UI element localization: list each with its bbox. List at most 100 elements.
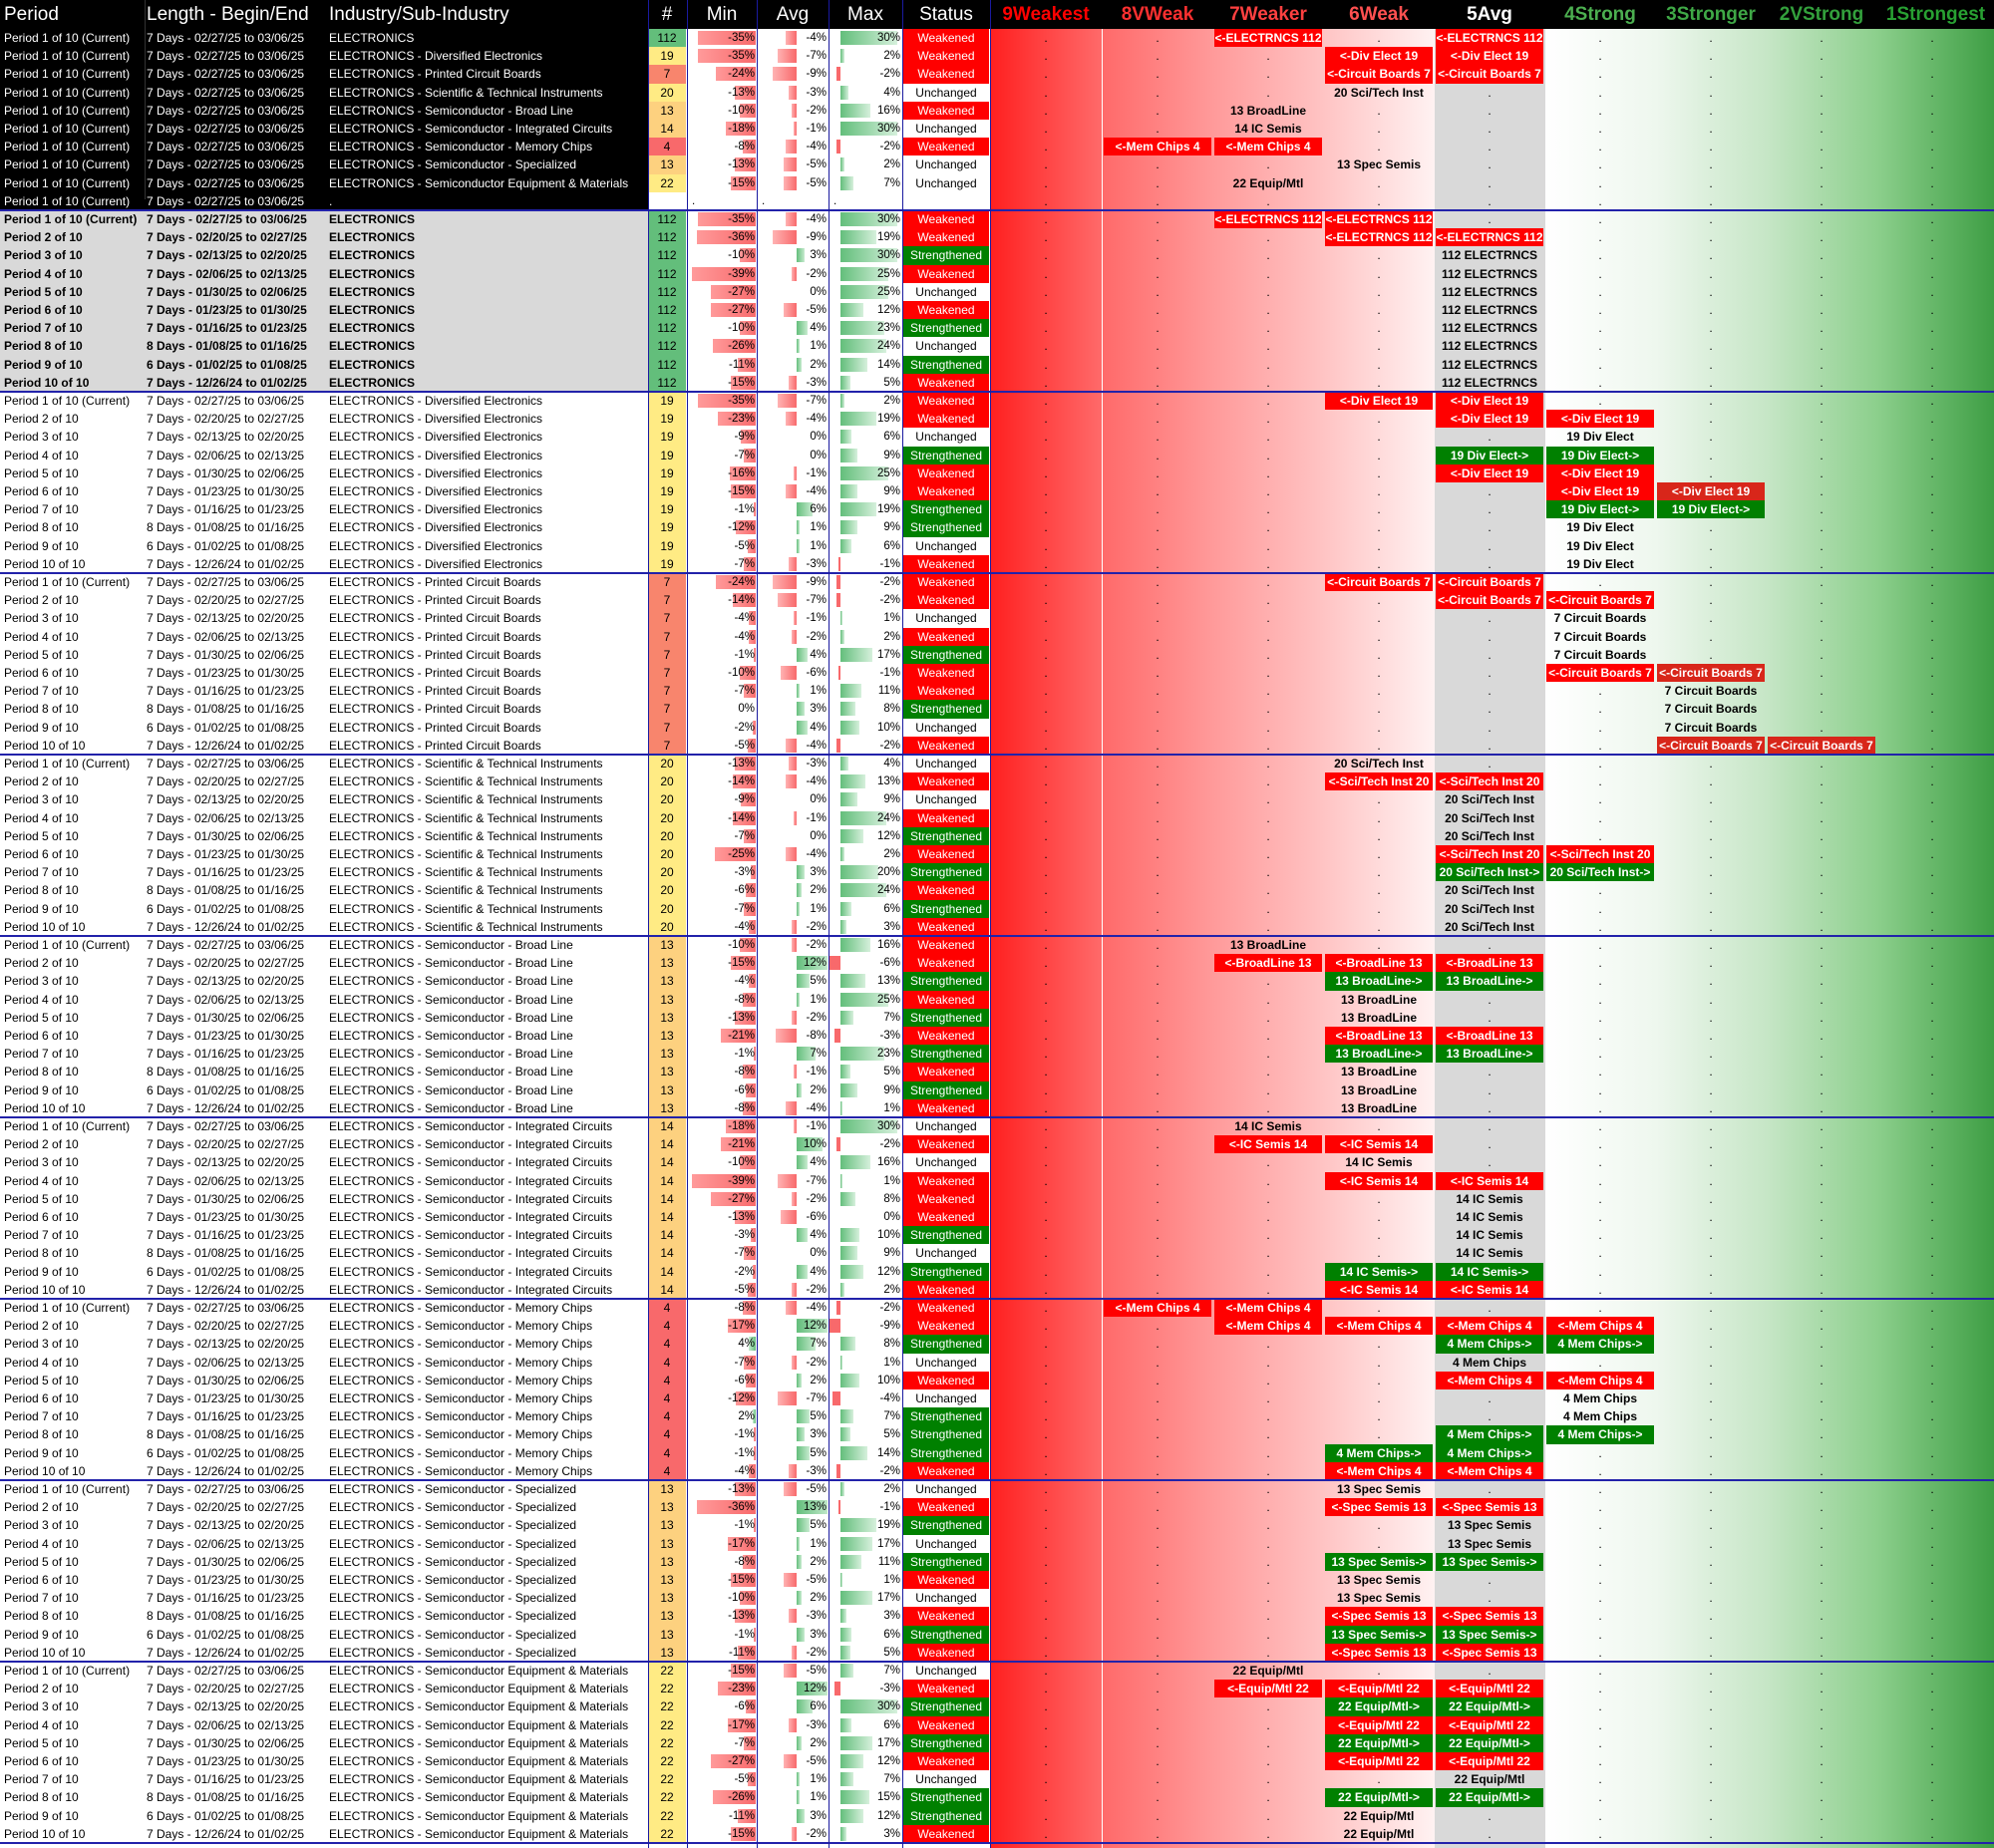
min-cell[interactable]: -7% (688, 682, 756, 701)
max-cell[interactable]: 30% (830, 1697, 901, 1716)
max-cell[interactable]: 9% (830, 518, 901, 537)
period-cell[interactable]: Period 10 of 10 (4, 1645, 86, 1660)
status-cell[interactable]: Weakened (903, 772, 989, 791)
length-cell[interactable]: 7 Days - 02/13/25 to 02/20/25 (147, 1699, 305, 1714)
count-cell[interactable]: 13 (648, 972, 686, 991)
status-cell[interactable]: Weakened (903, 228, 989, 247)
length-cell[interactable]: 6 Days - 01/02/25 to 01/08/25 (147, 901, 305, 916)
status-cell[interactable] (903, 192, 989, 210)
status-cell[interactable]: Weakened (903, 1280, 989, 1299)
period-cell[interactable]: Period 2 of 10 (4, 1319, 79, 1334)
period-cell[interactable]: Period 7 of 10 (4, 865, 79, 880)
max-cell[interactable]: 24% (830, 808, 901, 827)
length-cell[interactable]: 7 Days - 02/20/25 to 02/27/25 (147, 1500, 305, 1515)
industry-cell[interactable]: ELECTRONICS (329, 339, 416, 354)
min-cell[interactable]: -15% (688, 954, 756, 973)
max-cell[interactable]: 8% (830, 700, 901, 719)
status-cell[interactable]: Weakened (903, 990, 989, 1009)
period-cell[interactable]: Period 2 of 10 (4, 412, 79, 427)
zone-label[interactable]: 13 BroadLine (1229, 103, 1307, 118)
status-cell[interactable]: Strengthened (903, 518, 989, 537)
max-cell[interactable]: 7% (830, 173, 901, 192)
avg-cell[interactable]: 2% (758, 1080, 828, 1099)
period-cell[interactable]: Period 1 of 10 (Current) (4, 157, 131, 172)
status-cell[interactable]: Weakened (903, 1680, 989, 1698)
period-cell[interactable]: Period 6 of 10 (4, 847, 79, 861)
length-cell[interactable]: 7 Days - 01/16/25 to 01/23/25 (147, 502, 305, 517)
period-cell[interactable]: Period 1 of 10 (Current) (4, 575, 131, 589)
count-cell[interactable]: 7 (648, 718, 686, 737)
period-cell[interactable]: Period 2 of 10 (4, 593, 79, 608)
avg-cell[interactable]: 6% (758, 1697, 828, 1716)
min-cell[interactable]: -11% (688, 355, 756, 374)
industry-cell[interactable]: ELECTRONICS - Scientific & Technical Ins… (329, 901, 603, 916)
count-cell[interactable]: 20 (648, 755, 686, 773)
min-cell[interactable]: -13% (688, 1607, 756, 1626)
length-cell[interactable]: 8 Days - 01/08/25 to 01/16/25 (147, 1790, 305, 1805)
status-cell[interactable]: Unchanged (903, 83, 989, 102)
max-cell[interactable]: 17% (830, 1589, 901, 1608)
avg-cell[interactable]: -5% (758, 173, 828, 192)
zone-label[interactable]: <-Mem Chips 4 (1214, 1299, 1322, 1318)
industry-cell[interactable]: ELECTRONICS - Semiconductor - Integrated… (329, 1191, 613, 1206)
status-cell[interactable]: Weakened (903, 1571, 989, 1590)
avg-cell[interactable]: -4% (758, 736, 828, 755)
avg-cell[interactable]: 2% (758, 881, 828, 900)
max-cell[interactable]: -1% (830, 554, 901, 573)
max-cell[interactable]: 19% (830, 228, 901, 247)
count-cell[interactable]: 14 (648, 1171, 686, 1190)
zone-label[interactable]: <-IC Semis 14 (1325, 1280, 1433, 1299)
avg-cell[interactable]: -7% (758, 47, 828, 66)
length-cell[interactable]: 7 Days - 01/23/25 to 01/30/25 (147, 1029, 305, 1043)
count-cell[interactable]: 20 (648, 826, 686, 845)
length-cell[interactable]: 7 Days - 02/27/25 to 03/06/25 (147, 1482, 305, 1496)
zone-label[interactable]: <-ELECTRNCS 112 (1436, 29, 1543, 48)
min-cell[interactable]: -35% (688, 29, 756, 48)
zone-label[interactable]: <-Equip/Mtl 22 (1214, 1680, 1322, 1698)
period-cell[interactable]: Period 10 of 10 (4, 738, 86, 753)
length-cell[interactable]: 7 Days - 12/26/24 to 01/02/25 (147, 1282, 305, 1297)
period-cell[interactable]: Period 1 of 10 (Current) (4, 140, 131, 154)
max-cell[interactable]: 2% (830, 845, 901, 864)
avg-cell[interactable]: 4% (758, 319, 828, 338)
zone-label[interactable]: 22 Equip/Mtl (1454, 1772, 1525, 1787)
zone-label[interactable]: 13 BroadLine (1340, 1065, 1418, 1079)
period-cell[interactable]: Period 5 of 10 (4, 647, 79, 662)
status-cell[interactable]: Strengthened (903, 319, 989, 338)
period-cell[interactable]: Period 1 of 10 (Current) (4, 394, 131, 408)
status-cell[interactable]: Weakened (903, 301, 989, 320)
industry-cell[interactable]: ELECTRONICS - Semiconductor - Broad Line (329, 1047, 573, 1062)
zone-label[interactable]: <-Spec Semis 13 (1436, 1643, 1543, 1662)
status-cell[interactable]: Unchanged (903, 790, 989, 809)
avg-cell[interactable]: -1% (758, 120, 828, 139)
status-cell[interactable]: Strengthened (903, 446, 989, 464)
avg-cell[interactable]: . (758, 191, 828, 210)
industry-cell[interactable]: ELECTRONICS (329, 375, 416, 390)
zone-label[interactable]: 22 Equip/Mtl-> (1325, 1788, 1433, 1807)
max-cell[interactable]: 12% (830, 1262, 901, 1281)
status-cell[interactable]: Weakened (903, 845, 989, 864)
zone-label[interactable]: <-Circuit Boards 7 (1657, 664, 1765, 683)
period-cell[interactable]: Period 5 of 10 (4, 284, 83, 299)
min-cell[interactable]: -1% (688, 1443, 756, 1462)
industry-cell[interactable]: ELECTRONICS - Semiconductor - Integrated… (329, 1155, 613, 1170)
max-cell[interactable]: -1% (830, 1498, 901, 1517)
avg-cell[interactable]: -4% (758, 410, 828, 429)
max-cell[interactable]: 16% (830, 936, 901, 955)
status-cell[interactable]: Strengthened (903, 645, 989, 664)
max-cell[interactable]: 20% (830, 863, 901, 882)
period-cell[interactable]: Period 10 of 10 (4, 1100, 86, 1115)
zone-label[interactable]: 4 Mem Chips-> (1436, 1425, 1543, 1444)
zone-label[interactable]: <-Sci/Tech Inst 20 (1436, 772, 1543, 791)
count-cell[interactable]: 112 (648, 29, 686, 48)
length-cell[interactable]: 7 Days - 12/26/24 to 01/02/25 (147, 1463, 305, 1478)
length-cell[interactable]: 7 Days - 02/27/25 to 03/06/25 (147, 1664, 305, 1678)
min-cell[interactable]: -26% (688, 337, 756, 356)
status-cell[interactable]: Strengthened (903, 700, 989, 719)
count-cell[interactable]: 112 (648, 355, 686, 374)
avg-cell[interactable]: -5% (758, 1480, 828, 1499)
length-cell[interactable]: 7 Days - 01/23/25 to 01/30/25 (147, 1210, 305, 1224)
avg-cell[interactable]: 7% (758, 1045, 828, 1064)
avg-cell[interactable]: -3% (758, 1715, 828, 1734)
min-cell[interactable]: -24% (688, 573, 756, 592)
